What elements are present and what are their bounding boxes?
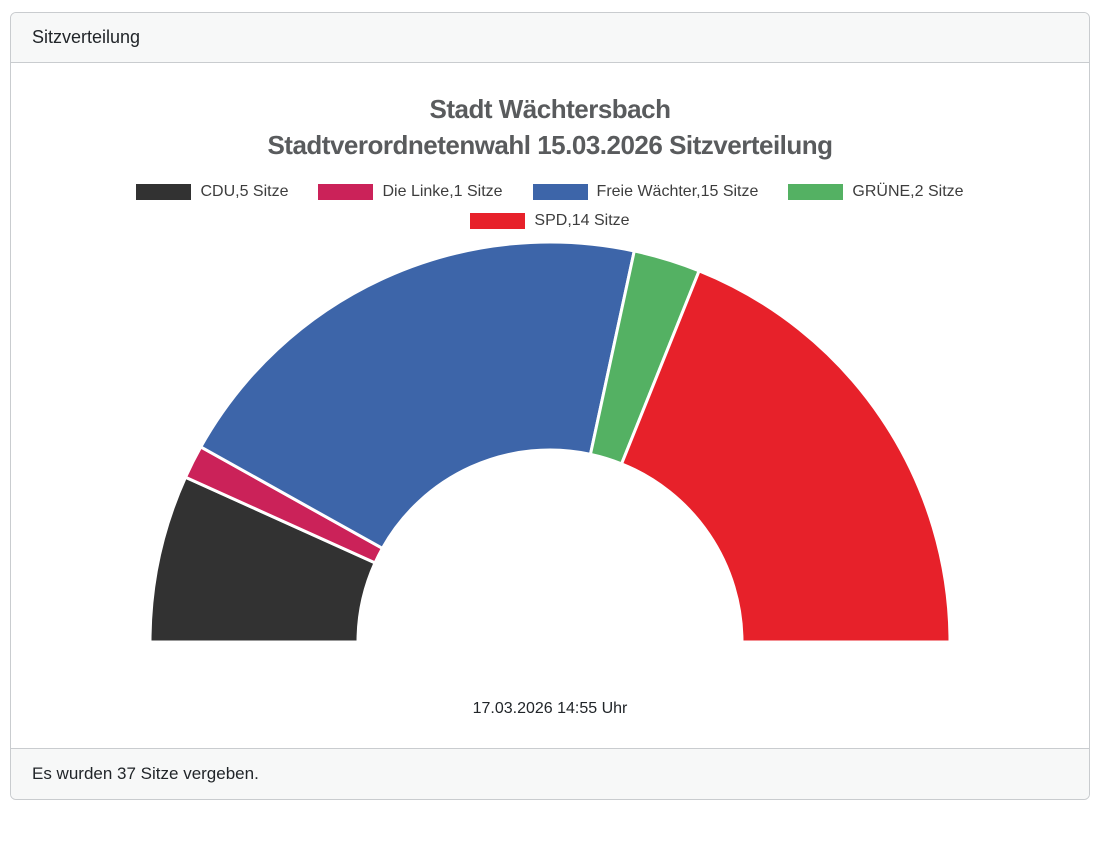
donut-wrap [11, 240, 1089, 646]
legend-swatch-spd [470, 213, 526, 229]
sitzverteilung-panel: Sitzverteilung Stadt Wächtersbach Stadtv… [10, 12, 1090, 800]
legend-label: GRÜNE,2 Sitze [852, 183, 964, 200]
chart-legend: CDU,5 Sitze Die Linke,1 Sitze Freie Wächte… [95, 183, 1005, 230]
panel-footer: Es wurden 37 Sitze vergeben. [11, 748, 1089, 799]
legend-item-cdu[interactable]: CDU,5 Sitze [136, 183, 288, 201]
seat-distribution-half-donut [148, 240, 952, 644]
legend-item-grune[interactable]: GRÜNE,2 Sitze [788, 183, 964, 201]
donut-slice-spd[interactable] [620, 269, 952, 644]
legend-item-die-linke[interactable]: Die Linke,1 Sitze [318, 183, 503, 201]
panel-header-title: Sitzverteilung [32, 27, 141, 47]
chart-area: Stadt Wächtersbach Stadtverordnetenwahl … [11, 63, 1089, 748]
legend-swatch-freie-wachter [532, 184, 588, 200]
legend-label: Freie Wächter,15 Sitze [596, 183, 759, 200]
chart-title: Stadt Wächtersbach Stadtverordnetenwahl … [11, 91, 1089, 163]
chart-title-line1: Stadt Wächtersbach [429, 94, 671, 124]
legend-item-freie-wachter[interactable]: Freie Wächter,15 Sitze [532, 183, 759, 201]
chart-timestamp: 17.03.2026 14:55 Uhr [472, 700, 628, 717]
legend-label: CDU,5 Sitze [200, 183, 289, 200]
legend-swatch-grune [788, 184, 844, 200]
legend-item-spd[interactable]: SPD,14 Sitze [470, 212, 630, 230]
legend-label: SPD,14 Sitze [534, 212, 630, 229]
legend-label: Die Linke,1 Sitze [382, 183, 503, 200]
panel-footer-text: Es wurden 37 Sitze vergeben. [32, 764, 259, 783]
panel-header: Sitzverteilung [11, 13, 1089, 63]
legend-swatch-cdu [136, 184, 192, 200]
donut-slice-freie-wachter[interactable] [199, 240, 636, 550]
legend-swatch-die-linke [318, 184, 374, 200]
chart-title-line2: Stadtverordnetenwahl 15.03.2026 Sitzvert… [267, 130, 833, 160]
